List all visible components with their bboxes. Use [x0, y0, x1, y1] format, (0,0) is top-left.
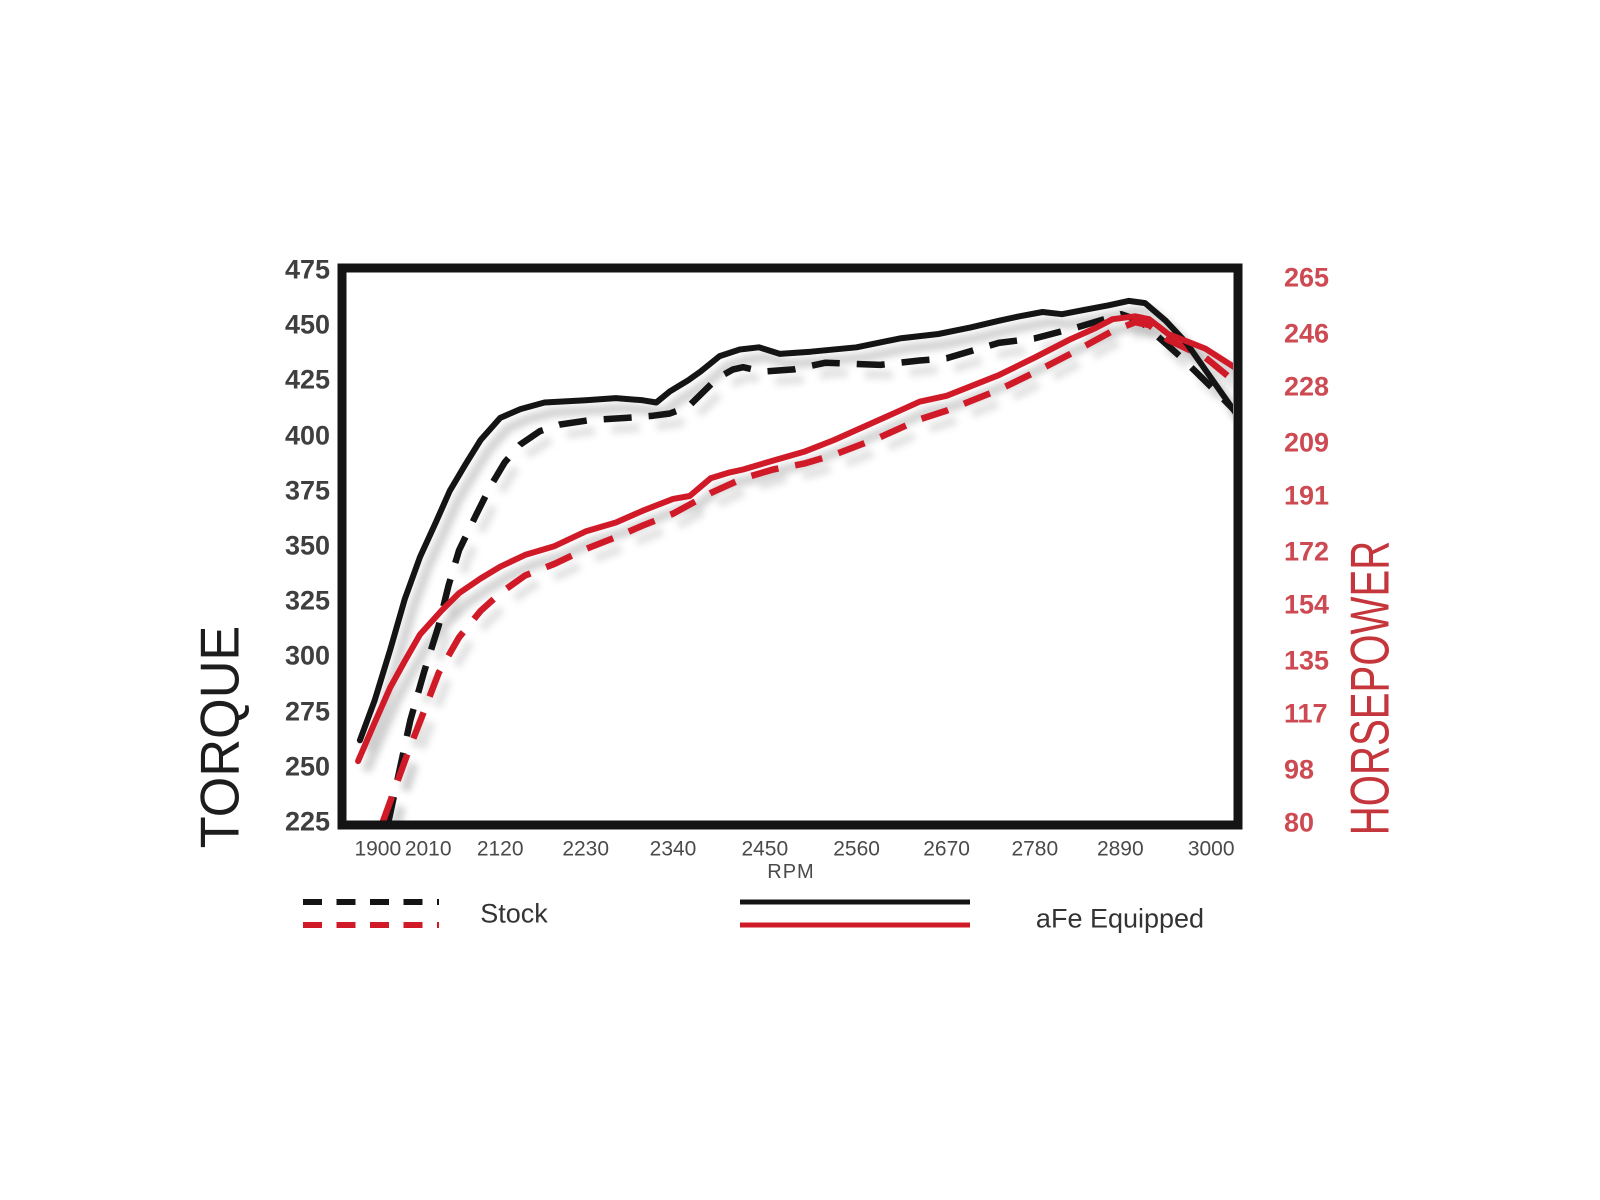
horsepower-tick-label: 228 [1284, 371, 1330, 402]
horsepower-tick-label: 191 [1284, 480, 1330, 511]
horsepower-tick-label: 265 [1284, 262, 1330, 293]
afe-equipped-torque-curve [356, 297, 1233, 744]
torque-tick-label: 350 [284, 530, 330, 561]
rpm-tick-label: 2890 [1096, 837, 1144, 861]
horsepower-tick-label: 135 [1284, 645, 1330, 676]
legend-label-afe-equipped: aFe Equipped [1035, 903, 1205, 934]
horsepower-tick-label: 154 [1284, 589, 1330, 620]
torque-tick-label: 475 [284, 254, 330, 285]
torque-tick-label: 325 [284, 585, 330, 616]
torque-tick-label: 250 [284, 751, 330, 782]
horsepower-tick-label: 98 [1284, 754, 1315, 785]
stock-torque-curve [385, 310, 1233, 821]
horsepower-tick-label: 117 [1284, 698, 1328, 729]
torque-tick-label: 300 [284, 640, 330, 671]
afe-equipped-horsepower-curve-shadow [361, 321, 1233, 774]
torque-tick-label: 450 [284, 309, 330, 340]
torque-tick-label: 375 [284, 475, 330, 506]
rpm-tick-label: 3000 [1187, 837, 1235, 861]
torque-axis-title: TORQUE [188, 625, 251, 849]
rpm-tick-label: 2560 [833, 837, 880, 861]
afe-equipped-torque-curve-shadow [363, 305, 1233, 753]
stock-horsepower-curve-shadow [389, 327, 1233, 821]
rpm-tick-label: 2010 [404, 837, 452, 861]
rpm-tick-label: 2120 [476, 837, 524, 861]
horsepower-tick-label: 209 [1284, 427, 1330, 458]
curves [355, 297, 1233, 821]
rpm-axis-title: RPM [767, 861, 815, 883]
stock-horsepower-curve [379, 318, 1233, 821]
rpm-tick-label: 2340 [649, 837, 697, 861]
curve-shadows [361, 305, 1233, 821]
rpm-tick-label: 2230 [562, 837, 610, 861]
rpm-tick-label: 2450 [741, 837, 789, 861]
horsepower-tick-label: 246 [1284, 318, 1330, 349]
rpm-tick-label: 1900 [354, 837, 402, 861]
legend-lines [303, 899, 970, 928]
torque-tick-label: 425 [284, 364, 330, 395]
torque-tick-label: 400 [284, 420, 330, 451]
horsepower-tick-label: 80 [1284, 807, 1315, 838]
rpm-tick-label: 2780 [1011, 837, 1059, 861]
horsepower-tick-label: 172 [1284, 536, 1330, 567]
plot-frame [337, 263, 1243, 830]
torque-tick-label: 275 [284, 696, 330, 727]
rpm-tick-label: 2670 [923, 837, 970, 861]
torque-tick-label: 225 [284, 806, 330, 837]
stock-torque-curve-shadow [394, 319, 1233, 821]
afe-equipped-horsepower-curve [355, 313, 1233, 765]
legend-label-stock: Stock [480, 898, 548, 929]
horsepower-axis-title: HORSEPOWER [1338, 540, 1401, 836]
